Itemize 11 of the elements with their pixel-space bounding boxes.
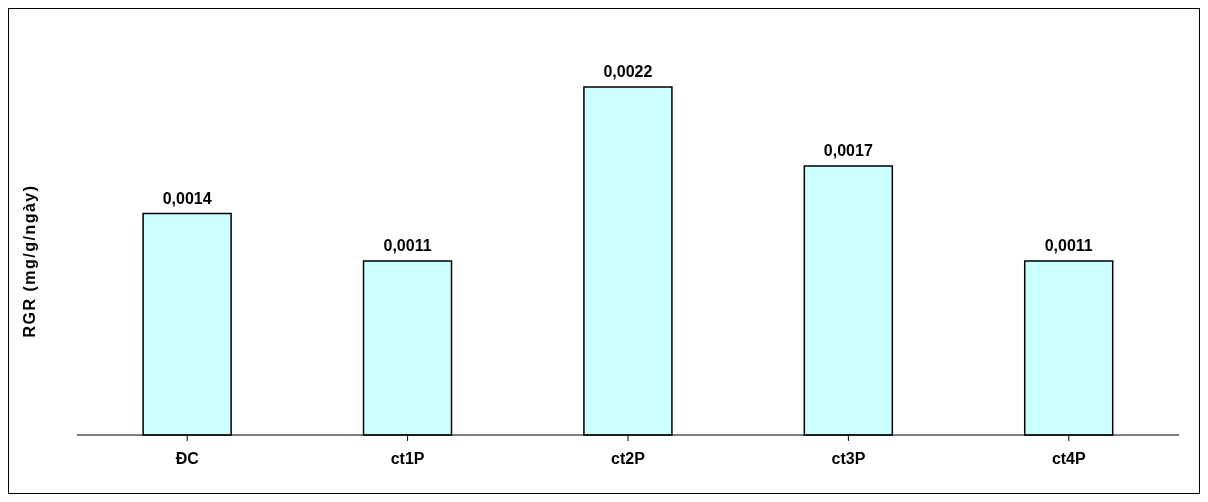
data-label: 0,0014 — [162, 189, 212, 207]
data-label: 0,0022 — [603, 63, 653, 80]
x-tick-label: ct2P — [611, 450, 646, 468]
data-label: 0,0017 — [823, 142, 873, 160]
x-tick-label: ĐC — [175, 450, 200, 468]
y-axis-title: RGR (mg/g/ngày) — [20, 184, 38, 338]
data-label: 0,0011 — [383, 237, 432, 254]
x-tick-label: ct1P — [390, 450, 425, 468]
data-label: 0,0011 — [1044, 237, 1093, 254]
x-tick-label: ct3P — [831, 450, 866, 468]
x-tick-label: ct4P — [1051, 450, 1087, 468]
